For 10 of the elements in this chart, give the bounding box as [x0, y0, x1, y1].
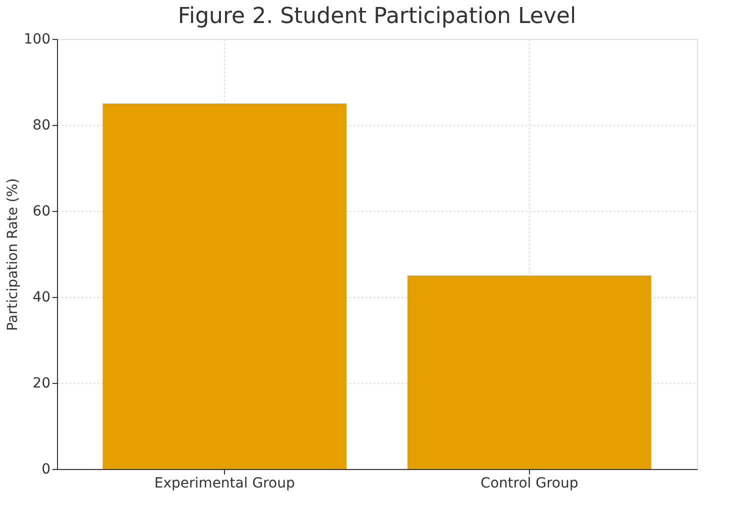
x-tick-label: Experimental Group	[154, 476, 295, 492]
y-tick-label: 20	[32, 376, 50, 392]
y-axis-title: Participation Rate (%)	[4, 178, 21, 331]
y-tick-label: 0	[42, 462, 50, 478]
y-tick-label: 40	[32, 290, 50, 306]
chart-title: Figure 2. Student Participation Level	[178, 4, 576, 29]
y-tick-label: 100	[24, 32, 50, 48]
y-tick-label: 60	[32, 204, 50, 220]
x-tick-label: Control Group	[480, 476, 578, 492]
y-tick-label: 80	[32, 118, 50, 134]
